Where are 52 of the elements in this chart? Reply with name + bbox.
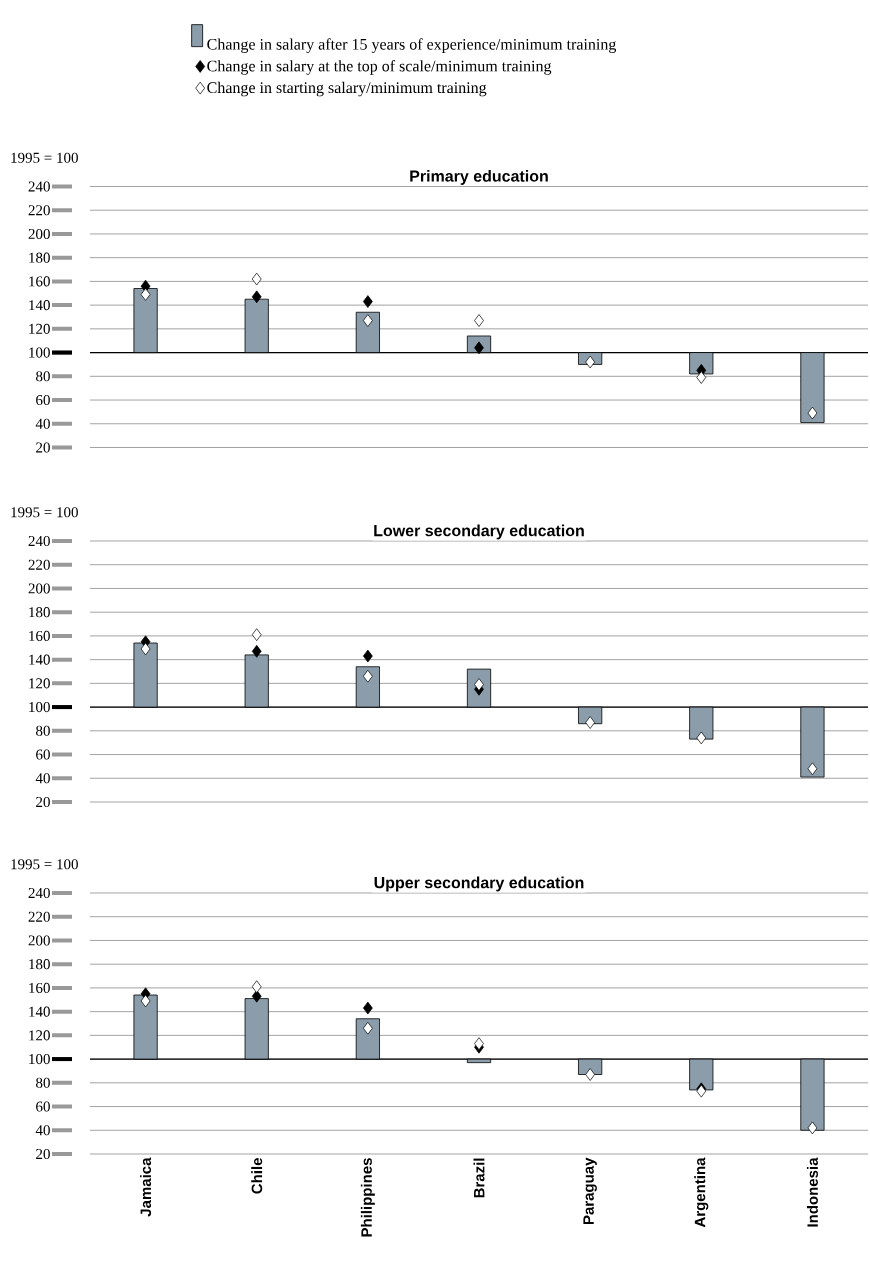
y-tick-label: 60	[36, 749, 50, 760]
y-tick-label: 240	[28, 535, 50, 547]
y-tick-label: 220	[28, 911, 50, 922]
legend-label: Change in salary at the top of scale/minimum training	[207, 60, 552, 75]
y-tick-label: 40	[35, 1125, 50, 1136]
y-tick-label: 100	[29, 347, 50, 358]
y-tick-label: 140	[29, 654, 50, 665]
y-axis-title: 1995 = 100	[11, 859, 78, 870]
y-axis-title: 1995 = 100	[11, 507, 78, 518]
y-tick-label: 100	[29, 1054, 50, 1065]
y-tick-label: 220	[28, 559, 50, 570]
y-tick-label: 160	[29, 630, 50, 641]
y-tick-label: 200	[28, 935, 50, 946]
legend-label: Change in salary after 15 years of experience/minimum training	[207, 38, 617, 53]
y-tick-label: 120	[29, 1030, 50, 1041]
chart-title: Lower secondary education	[374, 524, 584, 540]
y-axis-title: 1995 = 100	[11, 152, 78, 163]
x-tick-label: Paraguay	[583, 1157, 597, 1225]
legend-label: Change in starting salary/minimum training	[207, 81, 487, 97]
y-tick-label: 160	[29, 982, 50, 993]
chart-title: Primary education	[410, 170, 548, 185]
x-tick-label: Indonesia	[806, 1157, 818, 1227]
y-tick-label: 200	[28, 228, 50, 239]
x-tick-label: Jamaica	[140, 1157, 152, 1217]
x-tick-label: Brazil	[473, 1158, 485, 1198]
y-tick-label: 80	[36, 725, 50, 736]
y-tick-label: 20	[36, 1148, 50, 1160]
y-tick-label: 140	[29, 1006, 50, 1017]
y-tick-label: 40	[35, 773, 50, 784]
y-tick-label: 240	[28, 887, 50, 899]
y-tick-label: 120	[29, 678, 50, 689]
y-tick-label: 40	[35, 418, 50, 429]
y-tick-label: 180	[29, 959, 50, 970]
y-tick-label: 60	[36, 1101, 50, 1112]
y-tick-label: 20	[36, 442, 50, 453]
y-tick-label: 180	[29, 252, 50, 263]
y-tick-label: 100	[29, 702, 50, 713]
y-tick-label: 200	[28, 583, 50, 594]
x-tick-label: Argentina	[694, 1157, 709, 1228]
y-tick-label: 20	[36, 796, 50, 808]
x-tick-label: Philippines	[360, 1158, 375, 1237]
y-tick-label: 160	[29, 276, 50, 287]
y-tick-label: 120	[29, 323, 50, 334]
y-tick-label: 80	[36, 371, 50, 382]
y-tick-label: 180	[29, 607, 50, 618]
y-tick-label: 220	[28, 205, 50, 216]
y-tick-label: 140	[29, 300, 50, 311]
y-tick-label: 60	[36, 394, 50, 406]
x-tick-label: Chile	[251, 1158, 263, 1194]
y-tick-label: 80	[36, 1077, 50, 1088]
y-tick-label: 240	[28, 181, 50, 192]
chart-title: Upper secondary education	[374, 876, 584, 892]
